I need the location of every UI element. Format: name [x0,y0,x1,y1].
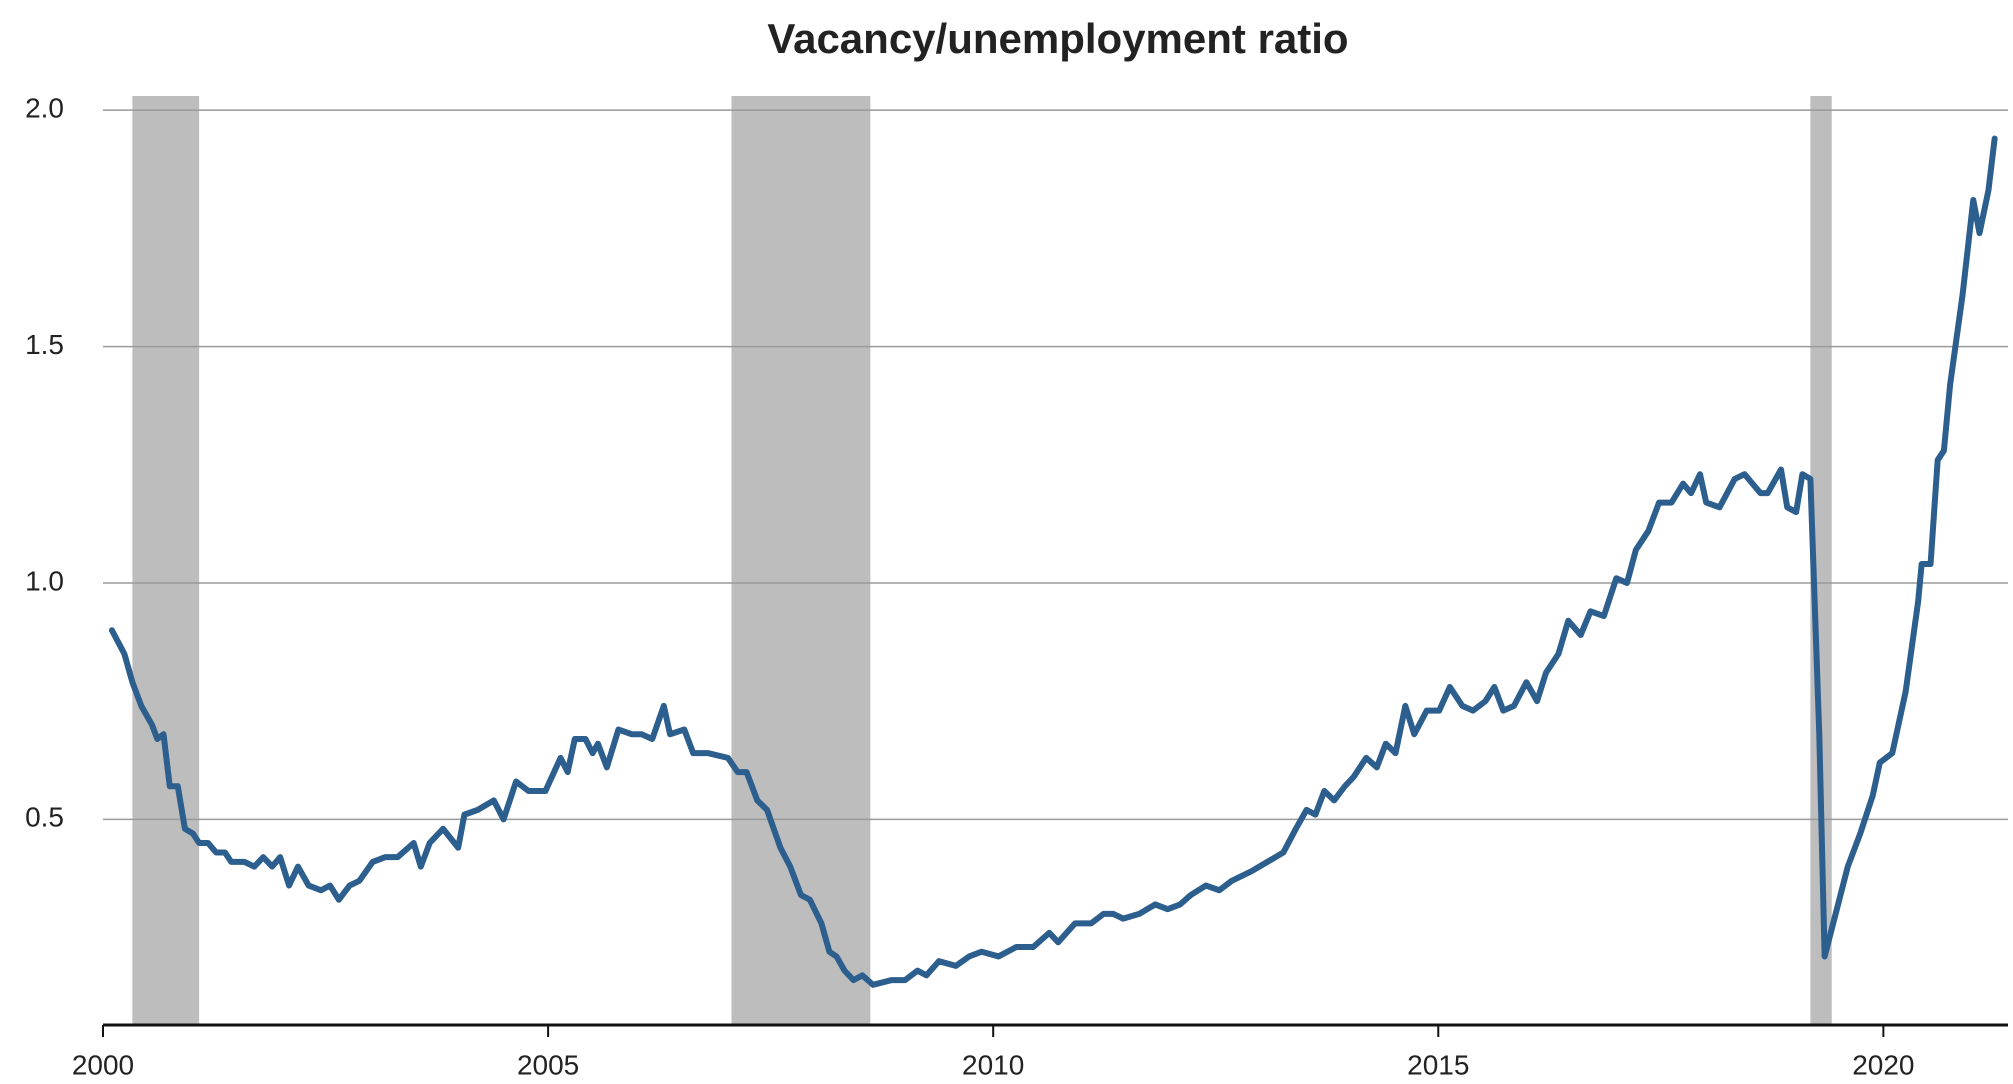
x-tick-label: 2010 [962,1049,1024,1080]
x-tick-label: 2000 [72,1049,134,1080]
y-tick-label: 0.5 [25,802,64,833]
x-tick-label: 2020 [1852,1049,1914,1080]
y-tick-label: 2.0 [25,93,64,124]
y-tick-label: 1.5 [25,329,64,360]
x-tick-label: 2015 [1407,1049,1469,1080]
x-tick-label: 2005 [517,1049,579,1080]
shaded-period [132,96,200,1025]
shaded-period [1810,96,1832,1025]
y-tick-label: 1.0 [25,565,64,596]
data-line [108,135,1998,988]
shaded-period [731,96,871,1025]
chart-title: Vacancy/unemployment ratio [767,15,1348,62]
